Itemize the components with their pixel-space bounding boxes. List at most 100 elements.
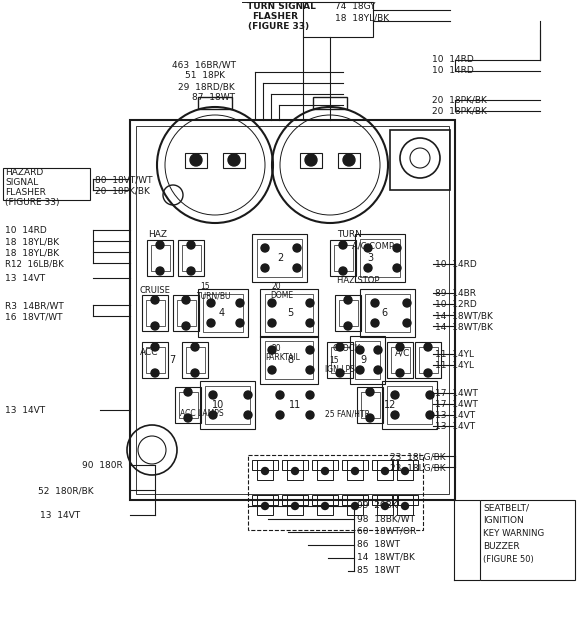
- Bar: [397, 495, 413, 515]
- Bar: [303, 2, 373, 37]
- Bar: [182, 245, 201, 271]
- Circle shape: [191, 343, 199, 351]
- Circle shape: [336, 343, 344, 351]
- Bar: [252, 234, 307, 282]
- Circle shape: [351, 502, 358, 509]
- Circle shape: [343, 154, 355, 166]
- Text: 86  18WT: 86 18WT: [357, 540, 400, 549]
- Bar: [330, 240, 356, 276]
- Circle shape: [187, 241, 195, 249]
- Bar: [331, 347, 350, 373]
- Bar: [178, 240, 204, 276]
- Text: 99  20BK: 99 20BK: [357, 501, 398, 510]
- Circle shape: [364, 244, 372, 252]
- Bar: [205, 386, 250, 424]
- Text: 13  14VT: 13 14VT: [5, 406, 45, 415]
- Circle shape: [261, 244, 269, 252]
- Bar: [198, 289, 248, 337]
- Bar: [357, 387, 383, 423]
- Text: KEY WARNING: KEY WARNING: [483, 529, 544, 538]
- Circle shape: [393, 244, 401, 252]
- Text: 11  14YL: 11 14YL: [435, 361, 474, 370]
- Bar: [372, 460, 398, 470]
- Bar: [312, 495, 338, 505]
- Bar: [377, 495, 393, 515]
- Text: 18  18YL/BK: 18 18YL/BK: [335, 13, 389, 22]
- Text: 15: 15: [200, 282, 210, 291]
- Text: 18  18YL/BK: 18 18YL/BK: [5, 248, 59, 257]
- Circle shape: [371, 299, 379, 307]
- Circle shape: [182, 322, 190, 330]
- Bar: [203, 294, 243, 332]
- Bar: [387, 342, 413, 378]
- Text: 17  14WT: 17 14WT: [435, 400, 478, 409]
- Bar: [355, 341, 380, 379]
- Text: 10: 10: [212, 400, 224, 410]
- Bar: [334, 245, 353, 271]
- Text: 15: 15: [329, 356, 339, 365]
- Text: 23  18LG/BK: 23 18LG/BK: [390, 463, 446, 472]
- Text: 12: 12: [384, 400, 396, 410]
- Circle shape: [424, 369, 432, 377]
- Circle shape: [207, 319, 215, 327]
- Bar: [142, 342, 168, 378]
- Circle shape: [228, 154, 240, 166]
- Bar: [391, 347, 410, 373]
- Text: A/C COMP: A/C COMP: [352, 241, 394, 250]
- Text: 98  18BK/WT: 98 18BK/WT: [357, 514, 415, 523]
- Text: 25 FAN/HTR: 25 FAN/HTR: [325, 409, 370, 418]
- Bar: [287, 460, 303, 480]
- Text: IGN LPS: IGN LPS: [325, 365, 355, 374]
- Text: 3: 3: [367, 253, 373, 263]
- Text: (FIGURE 33): (FIGURE 33): [248, 22, 309, 31]
- Circle shape: [401, 467, 409, 474]
- Circle shape: [426, 391, 434, 399]
- Circle shape: [191, 369, 199, 377]
- Bar: [265, 341, 313, 379]
- Text: HAZ: HAZ: [148, 230, 167, 239]
- Bar: [342, 460, 368, 470]
- Bar: [130, 120, 455, 500]
- Circle shape: [371, 319, 379, 327]
- Bar: [177, 300, 196, 326]
- Circle shape: [184, 414, 192, 422]
- Bar: [151, 245, 170, 271]
- Bar: [350, 336, 385, 384]
- Circle shape: [209, 411, 217, 419]
- Circle shape: [182, 296, 190, 304]
- Circle shape: [374, 346, 382, 354]
- Bar: [200, 381, 255, 429]
- Circle shape: [364, 264, 372, 272]
- Text: 13  14VT: 13 14VT: [40, 511, 80, 520]
- Circle shape: [382, 467, 389, 474]
- Circle shape: [305, 154, 317, 166]
- Bar: [480, 500, 575, 580]
- Bar: [360, 239, 400, 277]
- Bar: [338, 153, 360, 168]
- Text: 13  14VT: 13 14VT: [435, 422, 475, 431]
- Circle shape: [356, 346, 364, 354]
- Text: 10  14RD: 10 14RD: [432, 66, 474, 75]
- Circle shape: [403, 299, 411, 307]
- Circle shape: [156, 241, 164, 249]
- Text: 52  180R/BK: 52 180R/BK: [38, 486, 94, 495]
- Text: 7: 7: [169, 355, 175, 365]
- Bar: [387, 386, 432, 424]
- Text: 20: 20: [272, 282, 281, 291]
- Circle shape: [156, 267, 164, 275]
- Bar: [355, 234, 405, 282]
- Text: 10  14RD: 10 14RD: [435, 260, 477, 269]
- Text: 20  18PK/BK: 20 18PK/BK: [95, 186, 150, 195]
- Text: 89  14BR: 89 14BR: [435, 289, 476, 298]
- Circle shape: [151, 343, 159, 351]
- Bar: [342, 495, 368, 505]
- Circle shape: [244, 391, 252, 399]
- Text: 20  18PK/BK: 20 18PK/BK: [432, 106, 487, 115]
- Bar: [287, 495, 303, 515]
- Bar: [347, 460, 363, 480]
- Text: ACC LAMPS: ACC LAMPS: [180, 409, 223, 418]
- Bar: [377, 460, 393, 480]
- Text: 17  14WT: 17 14WT: [435, 389, 478, 398]
- Circle shape: [391, 391, 399, 399]
- Text: 80  18VT/WT: 80 18VT/WT: [95, 175, 152, 184]
